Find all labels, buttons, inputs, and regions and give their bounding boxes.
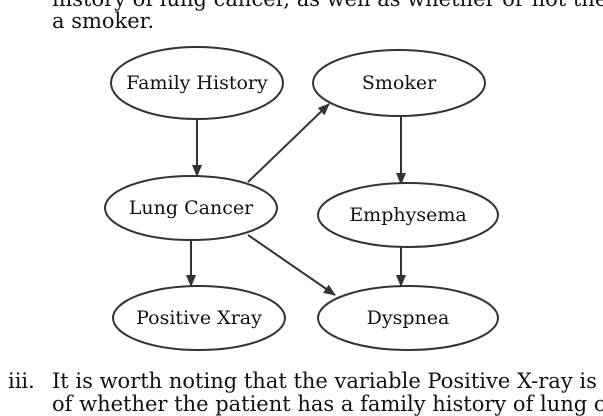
edge-lung-cancer-to-dyspnea [247, 234, 336, 296]
node-label-lung-cancer: Lung Cancer [129, 197, 254, 219]
node-emphysema: Emphysema [317, 182, 499, 248]
clipped-paragraph-line: history of lung cancer, as well as wheth… [52, 0, 603, 11]
node-label-dyspnea: Dyspnea [367, 307, 450, 329]
bayesian-network-diagram: Family History Smoker Lung Cancer Emphys… [104, 46, 499, 351]
list-item-text: It is worth noting that the variable Pos… [52, 369, 603, 393]
clipped-paragraph-line: of whether the patient has a family hist… [52, 392, 603, 416]
node-dyspnea: Dyspnea [317, 285, 499, 351]
node-smoker: Smoker [312, 49, 486, 117]
list-item-marker: iii. [8, 369, 35, 393]
edge-lung-cancer-to-smoker [247, 103, 330, 183]
node-family-history: Family History [110, 46, 284, 120]
node-label-family-history: Family History [126, 72, 268, 94]
node-lung-cancer: Lung Cancer [104, 175, 278, 241]
node-positive-xray: Positive Xray [112, 285, 286, 351]
paragraph-line: a smoker. [52, 9, 155, 33]
node-label-emphysema: Emphysema [349, 204, 466, 226]
node-label-positive-xray: Positive Xray [136, 307, 262, 329]
node-label-smoker: Smoker [362, 72, 437, 94]
